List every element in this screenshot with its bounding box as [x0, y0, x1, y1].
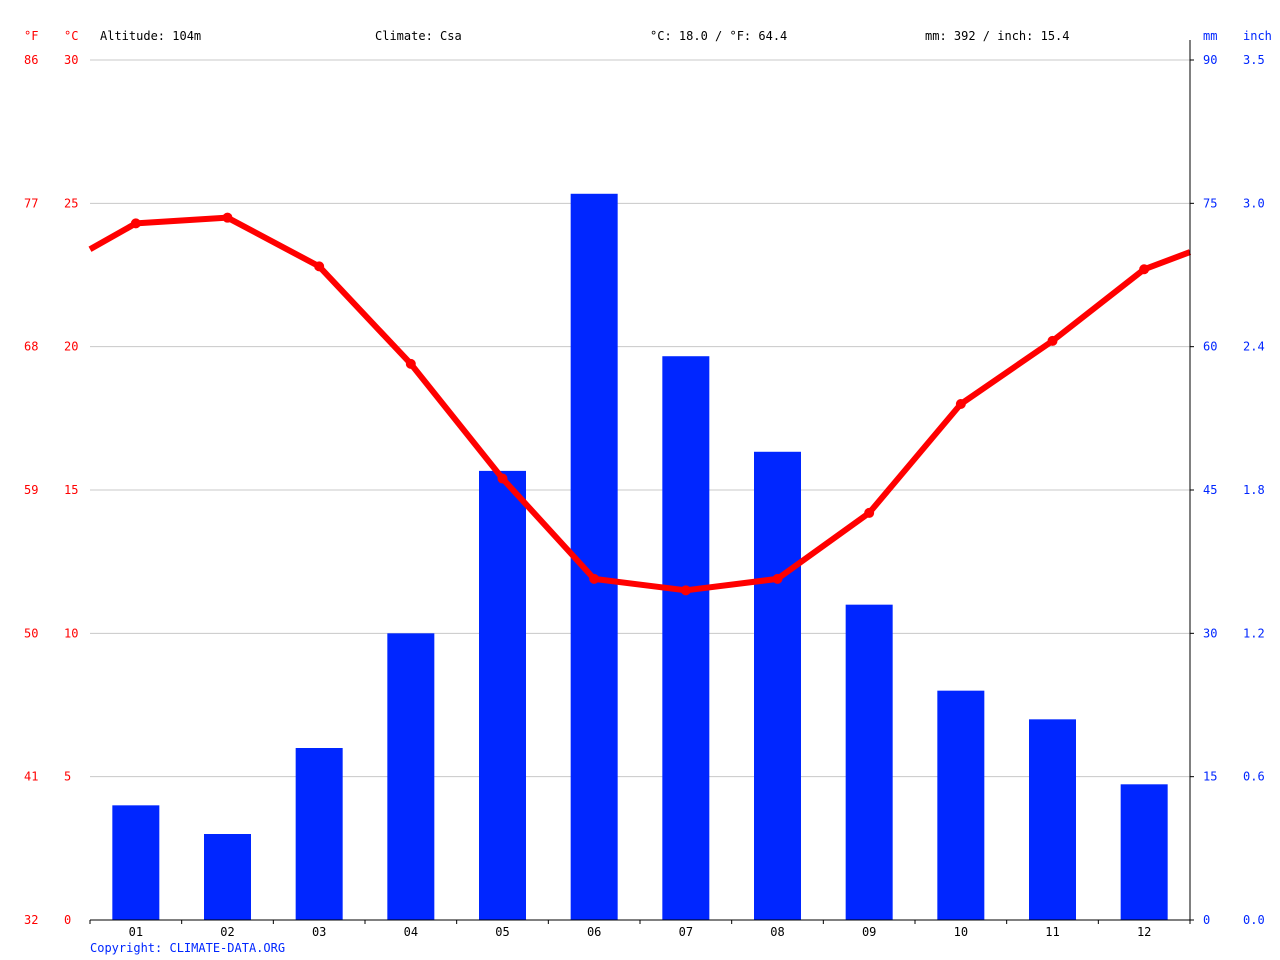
inch-tick-label: 0.6: [1243, 770, 1265, 784]
month-label-04: 04: [404, 925, 418, 939]
temperature-point-04: [405, 358, 416, 369]
precipitation-bar-04: [387, 633, 435, 920]
month-label-01: 01: [129, 925, 143, 939]
altitude-info: Altitude: 104m: [100, 29, 201, 43]
average-temperature-info: °C: 18.0 / °F: 64.4: [650, 29, 787, 43]
temperature-point-02: [222, 212, 233, 223]
celsius-unit-label: °C: [64, 29, 78, 43]
precipitation-bar-03: [295, 748, 343, 920]
celsius-tick-label: 30: [64, 53, 78, 67]
mm-tick-label: 45: [1203, 483, 1217, 497]
precipitation-bar-08: [754, 451, 801, 920]
fahrenheit-tick-label: 68: [24, 340, 38, 354]
temperature-point-12: [1139, 264, 1150, 275]
inch-tick-label: 3.5: [1243, 53, 1265, 67]
celsius-tick-label: 10: [64, 626, 78, 640]
fahrenheit-tick-label: 50: [24, 626, 38, 640]
precipitation-bar-05: [479, 470, 526, 920]
month-label-03: 03: [312, 925, 326, 939]
fahrenheit-tick-label: 77: [24, 196, 38, 210]
temperature-point-11: [1047, 335, 1058, 346]
month-label-02: 02: [220, 925, 234, 939]
mm-tick-label: 75: [1203, 196, 1217, 210]
fahrenheit-tick-label: 41: [24, 770, 38, 784]
grid-lines: [90, 59, 1190, 778]
month-label-11: 11: [1045, 925, 1059, 939]
temperature-point-08: [772, 573, 783, 584]
fahrenheit-tick-label: 59: [24, 483, 38, 497]
inch-tick-label: 2.4: [1243, 340, 1265, 354]
temperature-point-07: [680, 585, 691, 596]
celsius-tick-label: 5: [64, 770, 71, 784]
temperature-point-09: [864, 507, 875, 518]
climate-info: Climate: Csa: [375, 29, 462, 43]
month-label-06: 06: [587, 925, 601, 939]
month-label-09: 09: [862, 925, 876, 939]
inch-tick-label: 1.2: [1243, 626, 1265, 640]
temperature-series-line: [88, 214, 1192, 594]
month-label-08: 08: [770, 925, 784, 939]
precipitation-bar-10: [937, 690, 985, 920]
fahrenheit-tick-label: 86: [24, 53, 38, 67]
mm-tick-label: 0: [1203, 913, 1210, 927]
mm-tick-label: 30: [1203, 626, 1217, 640]
axes: 32 0 0 0.0 41 5 15 0.6 50 10 30 1.2 59 15 45 1.8 68 20 60 2…: [24, 40, 1265, 939]
precipitation-bar-07: [662, 356, 710, 920]
inch-unit-label: inch: [1243, 29, 1272, 43]
celsius-tick-label: 0: [64, 913, 71, 927]
temperature-point-05: [497, 473, 508, 484]
celsius-tick-label: 20: [64, 340, 78, 354]
precipitation-bar-09: [845, 604, 893, 920]
precipitation-bar-11: [1029, 719, 1076, 920]
precipitation-bar-02: [204, 834, 251, 920]
precipitation-bar-06: [570, 193, 618, 920]
temperature-point-10: [955, 399, 966, 409]
precipitation-bars: [112, 193, 1168, 920]
fahrenheit-unit-label: °F: [24, 29, 38, 43]
fahrenheit-tick-label: 32: [24, 913, 38, 927]
temperature-point-01: [130, 218, 141, 229]
month-label-07: 07: [679, 925, 693, 939]
celsius-tick-label: 25: [64, 196, 78, 210]
month-label-10: 10: [954, 925, 968, 939]
month-label-12: 12: [1137, 925, 1151, 939]
inch-tick-label: 3.0: [1243, 196, 1265, 210]
precipitation-bar-12: [1120, 784, 1168, 920]
copyright-link[interactable]: Copyright: CLIMATE-DATA.ORG: [90, 941, 285, 955]
mm-tick-label: 60: [1203, 340, 1217, 354]
precipitation-bar-01: [112, 805, 160, 920]
month-label-05: 05: [495, 925, 509, 939]
temperature-line: [88, 212, 1192, 596]
mm-tick-label: 15: [1203, 770, 1217, 784]
temperature-point-06: [589, 573, 600, 584]
mm-unit-label: mm: [1203, 29, 1217, 43]
celsius-tick-label: 15: [64, 483, 78, 497]
inch-tick-label: 0.0: [1243, 913, 1265, 927]
mm-tick-label: 90: [1203, 53, 1217, 67]
precipitation-total-info: mm: 392 / inch: 15.4: [925, 29, 1070, 43]
inch-tick-label: 1.8: [1243, 483, 1265, 497]
temperature-point-03: [314, 261, 325, 272]
